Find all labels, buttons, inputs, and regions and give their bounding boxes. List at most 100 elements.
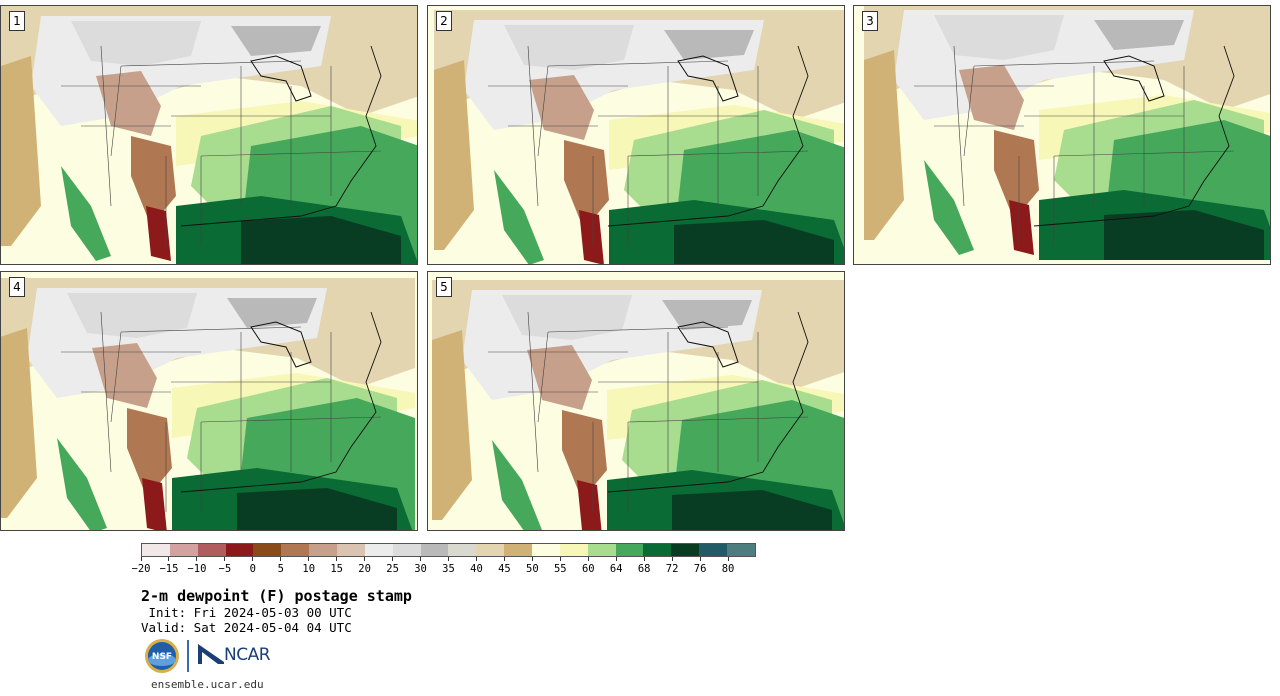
dewpoint-region (924, 160, 974, 255)
state-boundary (110, 65, 122, 157)
coastline (1033, 45, 1235, 227)
dewpoint-region (241, 216, 401, 264)
dewpoint-region (432, 330, 472, 520)
colorbar-tick-label: 10 (294, 557, 324, 575)
colorbar-swatch (225, 544, 254, 556)
dewpoint-region (231, 26, 321, 56)
ensemble-member-panel-4: 4 (0, 271, 418, 531)
colorbar-tick-label: 60 (573, 557, 603, 575)
colorbar-swatch (253, 544, 282, 556)
valid-time: Valid: Sat 2024-05-04 04 UTC (141, 620, 352, 635)
colorbar-swatch (559, 544, 588, 556)
sponsor-logos: NSF NCAR (144, 638, 284, 674)
colorbar-tick-label: 20 (350, 557, 380, 575)
state-boundary (100, 45, 112, 207)
colorbar-swatch (504, 544, 533, 556)
dewpoint-region (662, 300, 752, 330)
dewpoint-region (959, 65, 1024, 130)
dewpoint-map (1, 6, 417, 264)
chart-title: 2-m dewpoint (F) postage stamp (141, 587, 412, 605)
ncar-mark-icon (198, 644, 224, 664)
ensemble-member-panel-3: 3 (853, 5, 1271, 265)
great-lakes-outline (677, 55, 739, 102)
svg-text:NSF: NSF (152, 652, 172, 662)
state-boundary (527, 45, 539, 207)
dewpoint-region (864, 50, 904, 240)
dewpoint-region (1094, 20, 1184, 50)
great-lakes-outline (250, 55, 312, 102)
great-lakes-outline (250, 321, 312, 368)
colorbar-tick-label: 0 (238, 557, 268, 575)
dewpoint-region (57, 438, 107, 530)
footer-url: ensemble.ucar.edu (151, 678, 264, 691)
colorbar-swatch (197, 544, 226, 556)
dewpoint-region (1, 56, 41, 246)
nsf-logo-icon: NSF (145, 639, 179, 673)
dewpoint-map (1, 272, 417, 530)
state-boundary (100, 311, 112, 473)
colorbar-swatch (671, 544, 700, 556)
logo-divider (187, 640, 189, 672)
colorbar-swatch (727, 544, 755, 556)
dewpoint-region (1, 328, 37, 518)
colorbar-swatch (420, 544, 449, 556)
dewpoint-region (502, 295, 632, 340)
colorbar-tick-label: −15 (154, 557, 184, 575)
dewpoint-region (577, 480, 602, 530)
colorbar-tick-label: −20 (126, 557, 156, 575)
dewpoint-region (1009, 200, 1034, 255)
colorbar-tick-label: 55 (545, 557, 575, 575)
state-boundary (547, 326, 729, 333)
state-boundary (973, 60, 1155, 67)
coastline (607, 45, 809, 227)
colorbar-swatch (364, 544, 393, 556)
great-lakes-outline (1103, 55, 1165, 102)
ensemble-member-panel-5: 5 (427, 271, 845, 531)
dewpoint-region (61, 166, 111, 261)
great-lakes-outline (677, 321, 739, 368)
dewpoint-region (67, 293, 197, 338)
colorbar-swatch (281, 544, 310, 556)
state-boundary (527, 311, 539, 473)
colorbar-tick-label: 35 (434, 557, 464, 575)
colorbar-swatch (169, 544, 198, 556)
coastline (607, 311, 809, 493)
ensemble-member-panel-1: 1 (0, 5, 418, 265)
colorbar-swatch (309, 544, 338, 556)
state-boundary (537, 65, 549, 157)
dewpoint-region (494, 170, 544, 264)
colorbar-swatch (615, 544, 644, 556)
state-boundary (120, 326, 302, 333)
member-number-label: 3 (862, 11, 878, 31)
state-boundary (120, 60, 302, 67)
ensemble-member-panel-2: 2 (427, 5, 845, 265)
dewpoint-region (142, 478, 167, 530)
dewpoint-colorbar (141, 543, 756, 557)
state-boundary (953, 45, 965, 207)
dewpoint-region (672, 490, 832, 530)
colorbar-tick-label: 15 (322, 557, 352, 575)
colorbar-tick-label: 45 (489, 557, 519, 575)
dewpoint-region (579, 210, 604, 264)
colorbar-tick-label: 5 (266, 557, 296, 575)
colorbar-swatch (699, 544, 728, 556)
colorbar-tick-label: 80 (713, 557, 743, 575)
dewpoint-region (146, 206, 171, 261)
dewpoint-region (564, 140, 609, 230)
colorbar-swatch (643, 544, 672, 556)
dewpoint-region (504, 25, 634, 70)
dewpoint-region (934, 15, 1064, 60)
state-boundary (537, 331, 549, 423)
dewpoint-map (428, 272, 844, 530)
colorbar-tick-label: −5 (210, 557, 240, 575)
dewpoint-region (237, 488, 397, 530)
ncar-logo-text: NCAR (224, 645, 271, 665)
colorbar-tick-label: 76 (685, 557, 715, 575)
dewpoint-map (854, 6, 1270, 264)
coastline (180, 311, 382, 493)
member-number-label: 5 (436, 277, 452, 297)
colorbar-tick-label: 30 (406, 557, 436, 575)
colorbar-swatch (392, 544, 421, 556)
dewpoint-region (527, 345, 592, 410)
colorbar-tick-label: 40 (461, 557, 491, 575)
